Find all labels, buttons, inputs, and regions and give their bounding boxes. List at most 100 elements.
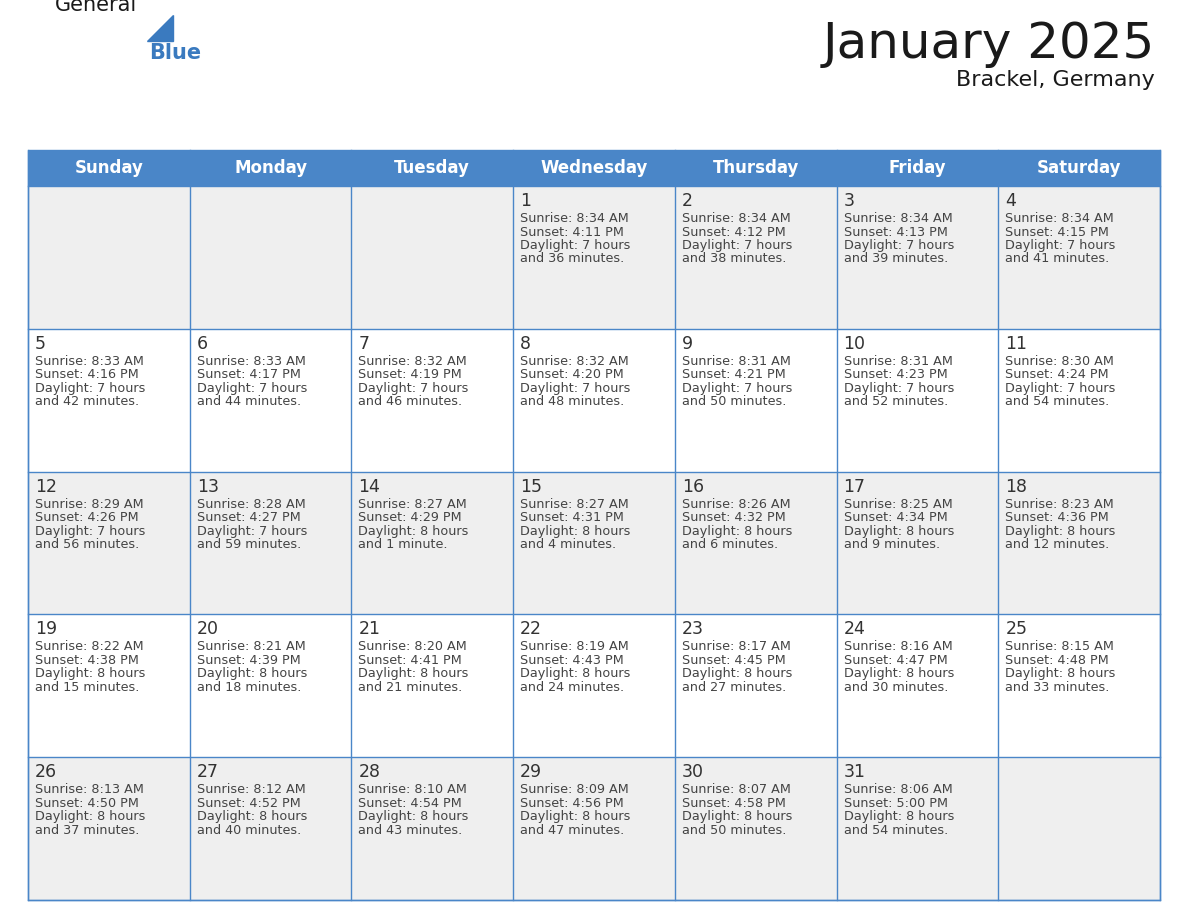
- Text: Sunset: 4:34 PM: Sunset: 4:34 PM: [843, 511, 947, 524]
- Text: 22: 22: [520, 621, 542, 638]
- Text: Sunrise: 8:27 AM: Sunrise: 8:27 AM: [520, 498, 628, 510]
- Text: Sunset: 4:47 PM: Sunset: 4:47 PM: [843, 654, 947, 666]
- Polygon shape: [147, 15, 173, 41]
- Text: Daylight: 8 hours: Daylight: 8 hours: [843, 667, 954, 680]
- Text: Sunset: 4:21 PM: Sunset: 4:21 PM: [682, 368, 785, 381]
- Text: and 43 minutes.: and 43 minutes.: [359, 823, 462, 836]
- Bar: [29, 757, 1159, 900]
- Text: Daylight: 7 hours: Daylight: 7 hours: [682, 239, 792, 252]
- Text: Daylight: 8 hours: Daylight: 8 hours: [359, 667, 469, 680]
- Text: General: General: [55, 0, 138, 15]
- Text: Sunset: 4:39 PM: Sunset: 4:39 PM: [197, 654, 301, 666]
- Text: and 59 minutes.: and 59 minutes.: [197, 538, 301, 551]
- Text: 9: 9: [682, 335, 693, 353]
- Text: Sunset: 4:45 PM: Sunset: 4:45 PM: [682, 654, 785, 666]
- Text: and 54 minutes.: and 54 minutes.: [843, 823, 948, 836]
- Text: Monday: Monday: [234, 159, 308, 177]
- Text: 12: 12: [34, 477, 57, 496]
- Text: and 47 minutes.: and 47 minutes.: [520, 823, 625, 836]
- Text: and 24 minutes.: and 24 minutes.: [520, 681, 624, 694]
- Text: Daylight: 8 hours: Daylight: 8 hours: [682, 524, 792, 538]
- Text: 13: 13: [197, 477, 219, 496]
- Text: 1: 1: [520, 192, 531, 210]
- Text: 23: 23: [682, 621, 703, 638]
- Text: Sunrise: 8:32 AM: Sunrise: 8:32 AM: [520, 354, 628, 368]
- Text: and 4 minutes.: and 4 minutes.: [520, 538, 617, 551]
- Text: 19: 19: [34, 621, 57, 638]
- Text: Sunset: 4:16 PM: Sunset: 4:16 PM: [34, 368, 139, 381]
- Text: Daylight: 7 hours: Daylight: 7 hours: [843, 382, 954, 395]
- Text: 27: 27: [197, 763, 219, 781]
- Text: Sunset: 4:36 PM: Sunset: 4:36 PM: [1005, 511, 1110, 524]
- Text: Sunset: 4:20 PM: Sunset: 4:20 PM: [520, 368, 624, 381]
- Text: Sunrise: 8:20 AM: Sunrise: 8:20 AM: [359, 641, 467, 654]
- Text: 20: 20: [197, 621, 219, 638]
- Text: Daylight: 7 hours: Daylight: 7 hours: [1005, 239, 1116, 252]
- Text: Daylight: 8 hours: Daylight: 8 hours: [843, 524, 954, 538]
- Text: and 50 minutes.: and 50 minutes.: [682, 823, 786, 836]
- Text: 4: 4: [1005, 192, 1016, 210]
- Text: and 33 minutes.: and 33 minutes.: [1005, 681, 1110, 694]
- Text: 28: 28: [359, 763, 380, 781]
- Text: Daylight: 7 hours: Daylight: 7 hours: [34, 524, 145, 538]
- Text: Sunset: 4:56 PM: Sunset: 4:56 PM: [520, 797, 624, 810]
- Text: Sunrise: 8:34 AM: Sunrise: 8:34 AM: [682, 212, 790, 225]
- Text: and 37 minutes.: and 37 minutes.: [34, 823, 139, 836]
- Text: Sunset: 4:38 PM: Sunset: 4:38 PM: [34, 654, 139, 666]
- Text: Wednesday: Wednesday: [541, 159, 647, 177]
- Text: Daylight: 8 hours: Daylight: 8 hours: [197, 667, 307, 680]
- Text: and 54 minutes.: and 54 minutes.: [1005, 396, 1110, 409]
- Bar: [29, 150, 1159, 186]
- Text: Sunrise: 8:33 AM: Sunrise: 8:33 AM: [34, 354, 144, 368]
- Text: and 39 minutes.: and 39 minutes.: [843, 252, 948, 265]
- Text: 24: 24: [843, 621, 865, 638]
- Text: Sunrise: 8:30 AM: Sunrise: 8:30 AM: [1005, 354, 1114, 368]
- Text: 21: 21: [359, 621, 380, 638]
- Text: Sunrise: 8:07 AM: Sunrise: 8:07 AM: [682, 783, 791, 796]
- Text: 8: 8: [520, 335, 531, 353]
- Text: Sunrise: 8:13 AM: Sunrise: 8:13 AM: [34, 783, 144, 796]
- Text: Daylight: 7 hours: Daylight: 7 hours: [197, 524, 307, 538]
- Text: 11: 11: [1005, 335, 1028, 353]
- Text: Daylight: 8 hours: Daylight: 8 hours: [520, 667, 631, 680]
- Text: and 6 minutes.: and 6 minutes.: [682, 538, 778, 551]
- Text: Daylight: 8 hours: Daylight: 8 hours: [359, 524, 469, 538]
- Text: Sunset: 4:23 PM: Sunset: 4:23 PM: [843, 368, 947, 381]
- Text: Daylight: 8 hours: Daylight: 8 hours: [682, 811, 792, 823]
- Text: Daylight: 7 hours: Daylight: 7 hours: [34, 382, 145, 395]
- Text: Friday: Friday: [889, 159, 946, 177]
- Text: Sunrise: 8:33 AM: Sunrise: 8:33 AM: [197, 354, 305, 368]
- Text: Daylight: 7 hours: Daylight: 7 hours: [1005, 382, 1116, 395]
- Bar: [29, 614, 1159, 757]
- Text: Daylight: 7 hours: Daylight: 7 hours: [682, 382, 792, 395]
- Text: Daylight: 8 hours: Daylight: 8 hours: [843, 811, 954, 823]
- Text: Daylight: 7 hours: Daylight: 7 hours: [197, 382, 307, 395]
- Text: and 12 minutes.: and 12 minutes.: [1005, 538, 1110, 551]
- Text: Daylight: 7 hours: Daylight: 7 hours: [520, 382, 631, 395]
- Text: Sunset: 4:52 PM: Sunset: 4:52 PM: [197, 797, 301, 810]
- Text: Sunday: Sunday: [75, 159, 144, 177]
- Text: 25: 25: [1005, 621, 1028, 638]
- Text: Sunrise: 8:31 AM: Sunrise: 8:31 AM: [682, 354, 791, 368]
- Text: Sunset: 4:41 PM: Sunset: 4:41 PM: [359, 654, 462, 666]
- Text: Sunrise: 8:27 AM: Sunrise: 8:27 AM: [359, 498, 467, 510]
- Text: 16: 16: [682, 477, 704, 496]
- Text: Daylight: 8 hours: Daylight: 8 hours: [197, 811, 307, 823]
- Text: and 56 minutes.: and 56 minutes.: [34, 538, 139, 551]
- Text: 5: 5: [34, 335, 46, 353]
- Text: Sunrise: 8:10 AM: Sunrise: 8:10 AM: [359, 783, 467, 796]
- Text: Daylight: 8 hours: Daylight: 8 hours: [1005, 667, 1116, 680]
- Text: and 44 minutes.: and 44 minutes.: [197, 396, 301, 409]
- Text: and 42 minutes.: and 42 minutes.: [34, 396, 139, 409]
- Text: 14: 14: [359, 477, 380, 496]
- Text: Tuesday: Tuesday: [394, 159, 470, 177]
- Text: Daylight: 8 hours: Daylight: 8 hours: [34, 667, 145, 680]
- Text: and 50 minutes.: and 50 minutes.: [682, 396, 786, 409]
- Text: Daylight: 8 hours: Daylight: 8 hours: [1005, 524, 1116, 538]
- Text: 10: 10: [843, 335, 866, 353]
- Text: Sunset: 4:48 PM: Sunset: 4:48 PM: [1005, 654, 1110, 666]
- Text: 18: 18: [1005, 477, 1028, 496]
- Text: Sunrise: 8:25 AM: Sunrise: 8:25 AM: [843, 498, 953, 510]
- Bar: [29, 329, 1159, 472]
- Text: Daylight: 7 hours: Daylight: 7 hours: [520, 239, 631, 252]
